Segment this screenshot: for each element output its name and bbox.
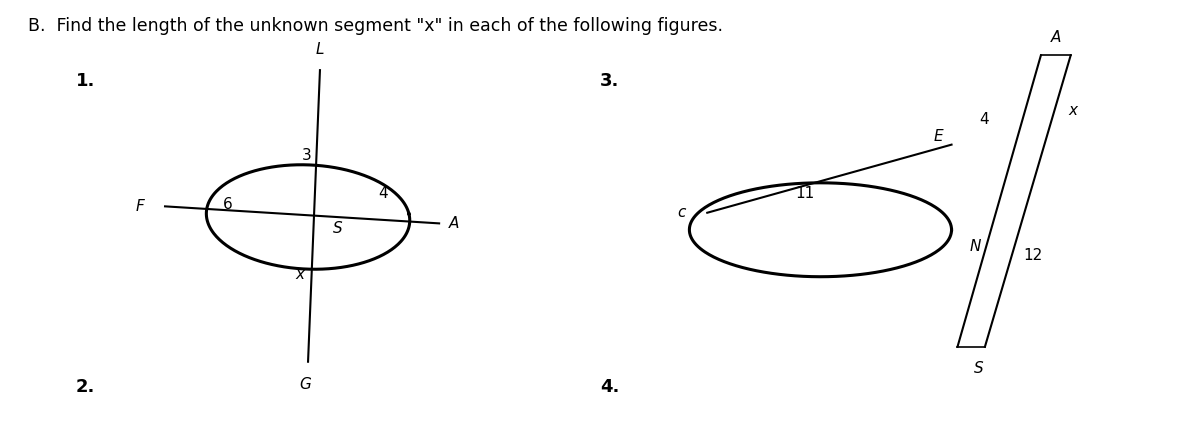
Text: 4.: 4.: [600, 378, 619, 396]
Text: 12: 12: [1024, 248, 1043, 263]
Text: B.  Find the length of the unknown segment "x" in each of the following figures.: B. Find the length of the unknown segmen…: [28, 17, 722, 35]
Text: x: x: [1068, 103, 1078, 118]
Text: L: L: [316, 43, 324, 57]
Text: 1.: 1.: [76, 72, 95, 90]
Text: G: G: [300, 377, 312, 391]
Text: 11: 11: [796, 186, 815, 201]
Text: N: N: [970, 239, 982, 254]
Text: S: S: [974, 361, 984, 376]
Text: 6: 6: [223, 197, 233, 212]
Text: F: F: [136, 199, 145, 214]
Text: c: c: [678, 205, 685, 220]
Text: x: x: [295, 267, 305, 282]
Text: E: E: [934, 128, 943, 144]
Text: 2.: 2.: [76, 378, 95, 396]
Text: S: S: [334, 221, 343, 236]
Text: 3.: 3.: [600, 72, 619, 90]
Text: A: A: [1051, 30, 1062, 45]
Text: 4: 4: [378, 186, 388, 201]
Text: 4: 4: [979, 112, 989, 127]
Text: A: A: [449, 216, 460, 231]
Text: 3: 3: [302, 148, 312, 163]
